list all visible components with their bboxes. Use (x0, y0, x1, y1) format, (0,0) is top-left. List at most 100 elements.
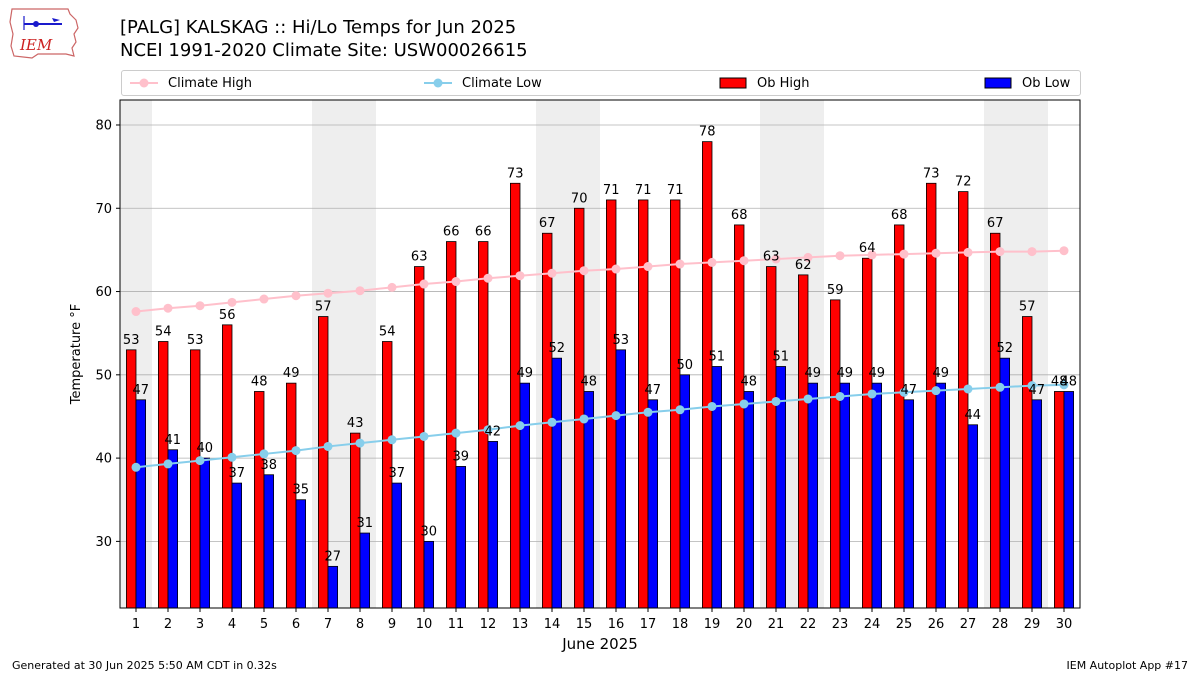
ob-high-value-label: 54 (155, 325, 172, 340)
x-tick-label: 7 (324, 617, 332, 632)
x-tick-label: 29 (1024, 617, 1041, 632)
ob-high-bar (990, 232, 1001, 609)
legend-item-ob-low: Ob Low (984, 71, 1070, 95)
ob-low-value-label: 30 (421, 524, 438, 539)
ob-high-value-label: 43 (347, 416, 364, 431)
ob-low-bar (391, 482, 403, 609)
x-tick-label: 1 (132, 617, 140, 632)
chart-title: [PALG] KALSKAG :: Hi/Lo Temps for Jun 20… (120, 17, 517, 38)
climate-low-point (707, 401, 717, 411)
climate-low-point (675, 405, 685, 415)
climate-high-point (995, 247, 1005, 257)
ob-high-value-label: 68 (731, 208, 748, 223)
ob-high-bar (606, 199, 617, 609)
ob-high-value-label: 73 (507, 166, 524, 181)
ob-low-bar (999, 357, 1011, 609)
x-tick-label: 26 (928, 617, 945, 632)
climate-high-point (739, 256, 749, 266)
ob-low-bar (743, 391, 755, 609)
ob-low-value-label: 49 (837, 366, 854, 381)
x-tick-label: 16 (608, 617, 625, 632)
ob-low-bar (519, 382, 531, 609)
ob-high-bar (638, 199, 649, 609)
x-tick-label: 15 (576, 617, 593, 632)
climate-high-line (135, 249, 1065, 313)
x-tick-label: 28 (992, 617, 1009, 632)
ob-high-value-label: 68 (891, 208, 908, 223)
climate-high-point (451, 277, 461, 287)
legend: Climate High Climate Low Ob High Ob Low (121, 70, 1081, 96)
ob-low-value-label: 53 (613, 333, 630, 348)
x-tick-label: 24 (864, 617, 881, 632)
ob-low-value-label: 47 (1029, 383, 1046, 398)
x-tick-label: 2 (164, 617, 172, 632)
climate-low-point (803, 394, 813, 404)
y-tick-label: 70 (95, 202, 112, 217)
x-tick-label: 4 (228, 617, 236, 632)
x-tick-label: 12 (480, 617, 497, 632)
ob-high-value-label: 53 (123, 333, 140, 348)
climate-high-point (1059, 246, 1069, 256)
ob-high-value-label: 71 (603, 183, 620, 198)
climate-low-point (451, 428, 461, 438)
climate-high-point (899, 249, 909, 259)
x-axis-label: June 2025 (561, 635, 638, 653)
ob-high-value-label: 56 (219, 308, 236, 323)
climate-high-swatch (130, 78, 158, 88)
x-tick-label: 3 (196, 617, 204, 632)
x-tick-label: 21 (768, 617, 785, 632)
ob-high-value-label: 78 (699, 125, 716, 140)
legend-item-ob-high: Ob High (719, 71, 810, 95)
ob-low-bar (327, 565, 339, 609)
climate-low-point (643, 407, 653, 417)
ob-high-value-label: 71 (635, 183, 652, 198)
ob-low-value-label: 47 (133, 383, 150, 398)
ob-low-bar (647, 399, 659, 609)
ob-low-bar (455, 466, 467, 609)
ob-high-value-label: 67 (539, 216, 556, 231)
climate-high-point (291, 291, 301, 301)
ob-high-value-label: 70 (571, 191, 588, 206)
climate-high-point (867, 250, 877, 260)
climate-high-point (259, 294, 269, 304)
climate-low-point (483, 425, 493, 435)
ob-low-value-label: 49 (517, 366, 534, 381)
ob-high-value-label: 72 (955, 175, 972, 190)
climate-low-point (1027, 381, 1037, 391)
ob-low-value-label: 37 (229, 466, 246, 481)
climate-low-swatch (424, 78, 452, 88)
ob-low-value-label: 52 (997, 341, 1014, 356)
ob-high-value-label: 66 (443, 225, 460, 240)
ob-high-value-label: 59 (827, 283, 844, 298)
legend-item-climate-high: Climate High (130, 71, 252, 95)
climate-high-point (515, 271, 525, 281)
x-tick-label: 25 (896, 617, 913, 632)
climate-high-point (931, 248, 941, 258)
ob-high-value-label: 64 (859, 241, 876, 256)
ob-low-value-label: 52 (549, 341, 566, 356)
ob-low-value-label: 49 (869, 366, 886, 381)
climate-high-point (707, 257, 717, 267)
climate-low-point (739, 399, 749, 409)
climate-low-point (867, 389, 877, 399)
ob-low-value-label: 38 (261, 458, 278, 473)
ob-low-bar (583, 391, 595, 609)
ob-low-value-label: 48 (741, 374, 758, 389)
climate-low-line (135, 383, 1065, 469)
ob-low-value-label: 48 (1061, 374, 1078, 389)
ob-high-bar (830, 299, 841, 609)
climate-low-point (355, 438, 365, 448)
climate-low-point (899, 387, 909, 397)
x-tick-label: 17 (640, 617, 657, 632)
ob-low-bar (135, 399, 147, 609)
y-tick-label: 60 (95, 285, 112, 300)
climate-low-point (195, 456, 205, 466)
legend-label: Climate Low (462, 75, 542, 91)
ob-low-value-label: 47 (645, 383, 662, 398)
ob-low-value-label: 47 (901, 383, 918, 398)
ob-high-value-label: 57 (1019, 300, 1036, 315)
x-tick-label: 9 (388, 617, 396, 632)
climate-low-point (1059, 380, 1069, 390)
ob-low-bar (199, 457, 211, 609)
legend-label: Ob High (757, 75, 810, 91)
